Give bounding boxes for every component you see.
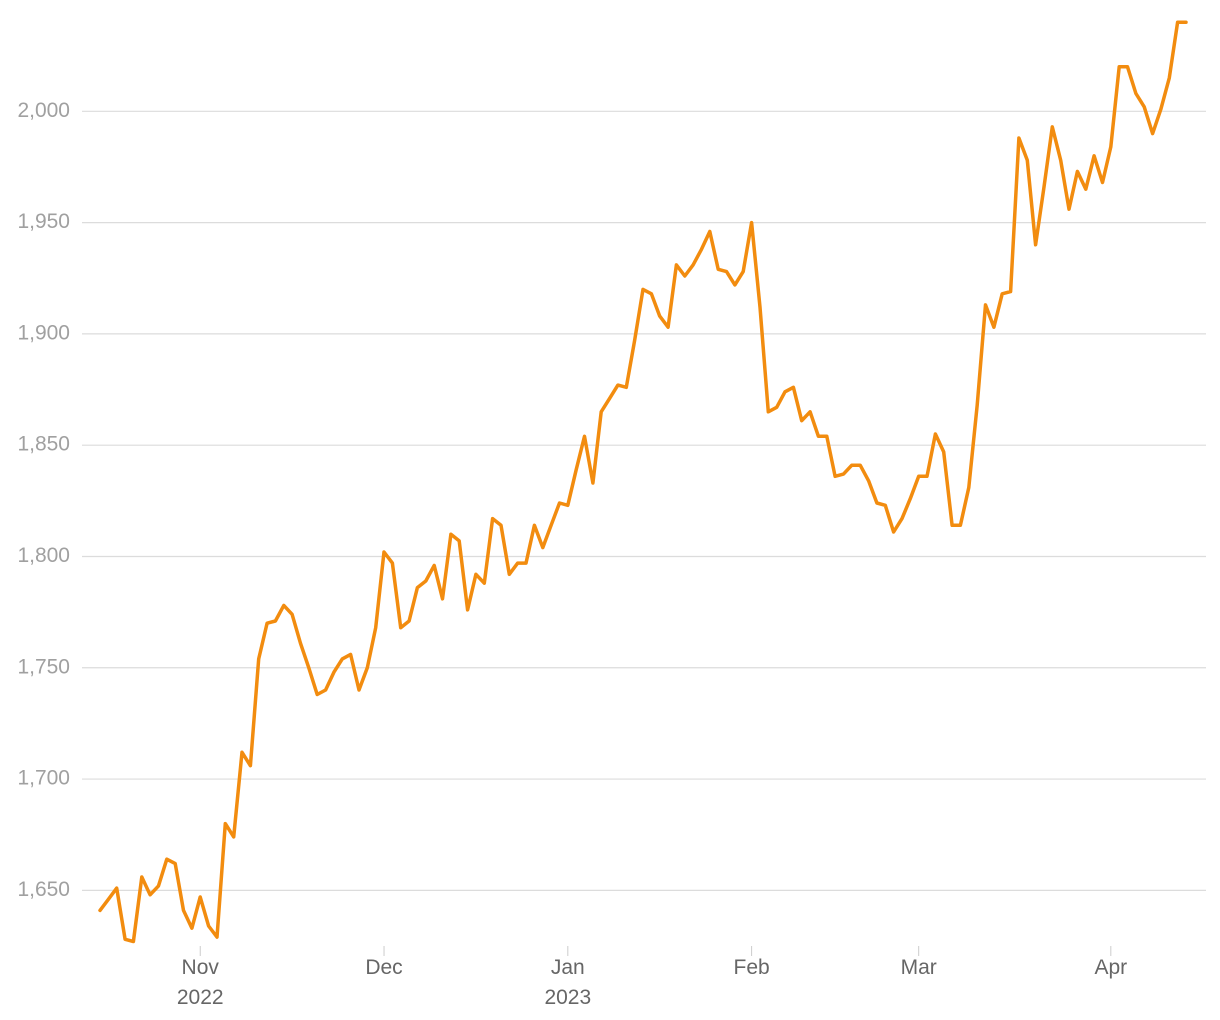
y-tick-label: 1,900 — [17, 321, 70, 344]
y-tick-label: 1,650 — [17, 878, 70, 901]
x-tick-label: Mar — [900, 956, 937, 979]
y-tick-label: 1,750 — [17, 655, 70, 678]
x-tick-label: Jan 2023 — [544, 956, 592, 1009]
x-tick-label: Apr — [1094, 956, 1128, 979]
y-tick-label: 2,000 — [17, 99, 70, 122]
line — [98, 20, 1188, 944]
y-tick-label: 1,950 — [17, 210, 70, 233]
y-tick-label: 1,700 — [17, 767, 70, 790]
y-tick-label: 1,800 — [17, 544, 70, 567]
y-tick-label: 1,850 — [17, 433, 70, 456]
x-tick-label: Dec — [365, 956, 403, 979]
x-tick-label: Feb — [733, 956, 770, 979]
x-tick-label: Nov 2022 — [176, 956, 224, 1009]
